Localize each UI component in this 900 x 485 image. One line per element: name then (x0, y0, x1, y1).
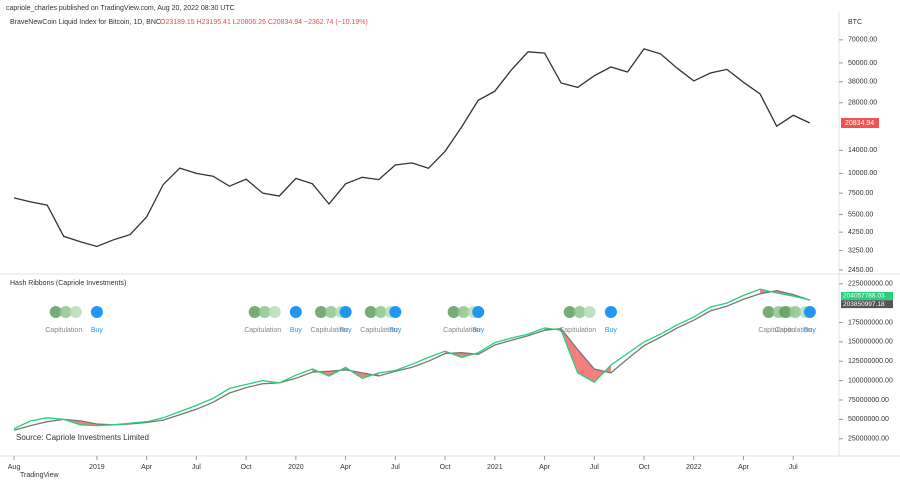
y-tick-label: 100000000.00 (848, 377, 893, 384)
x-tick-label: 2019 (89, 464, 105, 471)
y-tick-label: 50000.00 (848, 60, 877, 67)
price-label: 20834.94 (845, 120, 874, 127)
y-tick-label: 175000000.00 (848, 319, 893, 326)
y-tick-label: 10000.00 (848, 170, 877, 177)
axis-label: BTC (848, 19, 862, 26)
signal-dot (289, 306, 302, 318)
signal-label: Capitulation (443, 327, 480, 334)
x-tick-label: 2022 (686, 464, 702, 471)
pane-title: Hash Ribbons (Capriole Investments) (10, 280, 126, 287)
signal-dot (604, 306, 617, 318)
price-line (13, 48, 811, 248)
x-tick-label: Apr (738, 464, 750, 471)
value-label-bg (841, 291, 893, 300)
signal-dot (374, 306, 387, 318)
value-label: 204057788.03 (843, 293, 885, 300)
y-tick-label: 2450.00 (848, 267, 873, 274)
signal-dot (803, 306, 816, 318)
signal-dot (583, 306, 596, 318)
signal-dot (59, 306, 72, 318)
signal-label: Buy (340, 327, 353, 334)
signal-dot (258, 306, 271, 318)
x-tick-label: Oct (440, 464, 451, 471)
y-tick-label: 70000.00 (848, 37, 877, 44)
y-tick-label: 28000.00 (848, 100, 877, 107)
x-tick-label: 2021 (487, 464, 503, 471)
y-tick-label: 75000000.00 (848, 397, 889, 404)
signal-dot (248, 306, 261, 318)
signal-dot (364, 306, 377, 318)
signal-dot (90, 306, 103, 318)
signal-label: Buy (91, 327, 104, 334)
x-tick-label: Oct (241, 464, 252, 471)
x-tick-label: Apr (539, 464, 551, 471)
signal-dot (447, 306, 460, 318)
signal-dot (268, 306, 281, 318)
signal-dot (563, 306, 576, 318)
signal-dot (457, 306, 470, 318)
chart-title: BraveNewCoin Liquid Index for Bitcoin, 1… (10, 19, 161, 26)
y-tick-label: 225000000.00 (848, 281, 893, 288)
annotation-bg (8, 430, 153, 446)
signal-dot (779, 306, 792, 318)
value-label-bg (841, 300, 893, 309)
x-tick-label: Oct (639, 464, 650, 471)
x-tick-label: 2020 (288, 464, 304, 471)
signal-label: Capitulation (758, 327, 795, 334)
y-tick-label: 4250.00 (848, 229, 873, 236)
ohlc: O23189.15 H23195.41 L20806.26 C20834.94 … (160, 19, 368, 26)
signal-dot (315, 306, 328, 318)
signal-label: Capitulation (360, 327, 397, 334)
signal-label: Buy (290, 327, 303, 334)
x-tick-label: Aug (8, 464, 21, 471)
signal-label: Capitulation (244, 327, 281, 334)
signal-label: Capitulation (311, 327, 348, 334)
y-tick-label: 5500.00 (848, 211, 873, 218)
y-tick-label: 25000000.00 (848, 436, 889, 443)
signal-dot (472, 306, 485, 318)
signal-label: Buy (389, 327, 402, 334)
x-tick-label: Apr (340, 464, 352, 471)
price-label-bg (841, 118, 879, 129)
x-tick-label: Jul (192, 464, 201, 471)
y-tick-label: 125000000.00 (848, 358, 893, 365)
x-tick-label: Jul (789, 464, 798, 471)
signal-label: Buy (804, 327, 817, 334)
x-tick-label: Jul (391, 464, 400, 471)
footer: TradingView (20, 472, 59, 479)
value-label: 203850997.18 (843, 301, 885, 308)
signal-label: Capitulation (775, 327, 812, 334)
signal-dot (49, 306, 62, 318)
signal-dot (389, 306, 402, 318)
x-tick-label: Jul (590, 464, 599, 471)
y-tick-label: 3250.00 (848, 247, 873, 254)
published-note: capriole_charles published on TradingVie… (6, 5, 235, 12)
signal-dot (573, 306, 586, 318)
signal-dot (762, 306, 775, 318)
x-tick-label: Apr (141, 464, 153, 471)
y-tick-label: 7500.00 (848, 190, 873, 197)
annotation: Source: Capriole Investments Limited (16, 433, 149, 442)
y-tick-label: 50000000.00 (848, 416, 889, 423)
signal-label: Buy (605, 327, 618, 334)
hash-line (13, 288, 810, 430)
capitulation-fill (577, 349, 595, 383)
signal-dot (69, 306, 82, 318)
hash-line (13, 290, 811, 431)
y-tick-label: 14000.00 (848, 147, 877, 154)
signal-dot (789, 306, 802, 318)
signal-label: Buy (472, 327, 485, 334)
signal-label: Capitulation (559, 327, 596, 334)
signal-dot (339, 306, 352, 318)
y-tick-label: 150000000.00 (848, 339, 893, 346)
signal-label: Capitulation (45, 327, 82, 334)
y-tick-label: 38000.00 (848, 79, 877, 86)
signal-dot (325, 306, 338, 318)
